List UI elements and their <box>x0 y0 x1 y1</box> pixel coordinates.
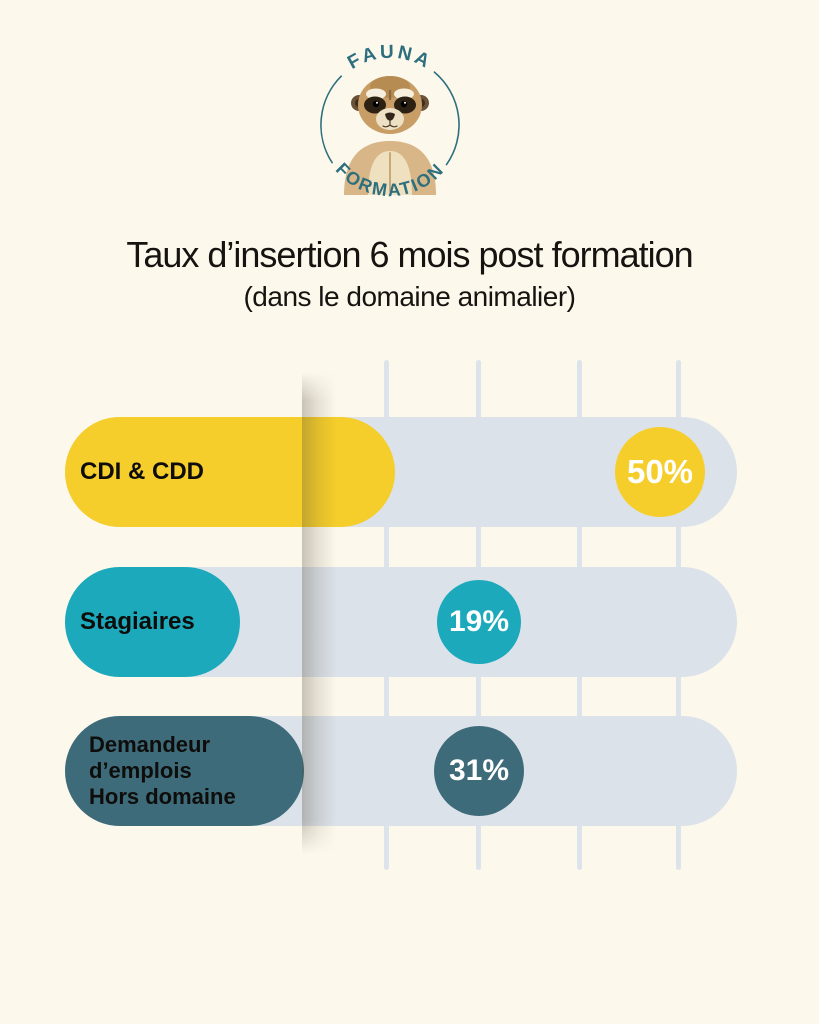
logo-right-arc <box>433 71 460 166</box>
bar-row-demandeur-emplois: Demandeur d’emplois Hors domaine 31% <box>65 716 737 826</box>
bar-label-line: CDI & CDD <box>80 457 204 485</box>
page-title: Taux d’insertion 6 mois post formation <box>126 234 693 275</box>
bar-label: Demandeur d’emplois Hors domaine <box>89 732 304 810</box>
logo-svg: FAUNA FORMATION <box>320 42 460 200</box>
value-badge-stagiaires: 19% <box>437 580 521 664</box>
bar-label-line: Hors domaine <box>89 783 236 809</box>
bar-label: CDI & CDD <box>80 457 395 485</box>
value-label: 50% <box>626 453 694 490</box>
bar-label-line: Stagiaires <box>80 607 195 635</box>
fauna-formation-logo: FAUNA FORMATION <box>290 25 490 225</box>
bar-fill-cdi-cdd: CDI & CDD <box>65 417 395 527</box>
bar-fill-demandeur-emplois: Demandeur d’emplois Hors domaine <box>65 716 304 826</box>
value-badge-demandeur-emplois: 31% <box>434 726 524 816</box>
value-label: 31% <box>448 754 510 787</box>
bar-fill-stagiaires: Stagiaires <box>65 567 240 677</box>
bar-label-line: Demandeur <box>89 732 211 758</box>
logo-left-arc <box>320 75 342 164</box>
page-subtitle: (dans le domaine animalier) <box>243 281 576 312</box>
bar-row-stagiaires: Stagiaires 19% <box>65 567 737 677</box>
value-badge-cdi-cdd: 50% <box>615 427 705 517</box>
bar-row-cdi-cdd: CDI & CDD 50% <box>65 417 737 527</box>
bar-label: Stagiaires <box>80 607 240 635</box>
bar-label-line: d’emplois <box>89 758 192 784</box>
meerkat-icon <box>344 76 436 195</box>
value-label: 19% <box>448 605 510 638</box>
